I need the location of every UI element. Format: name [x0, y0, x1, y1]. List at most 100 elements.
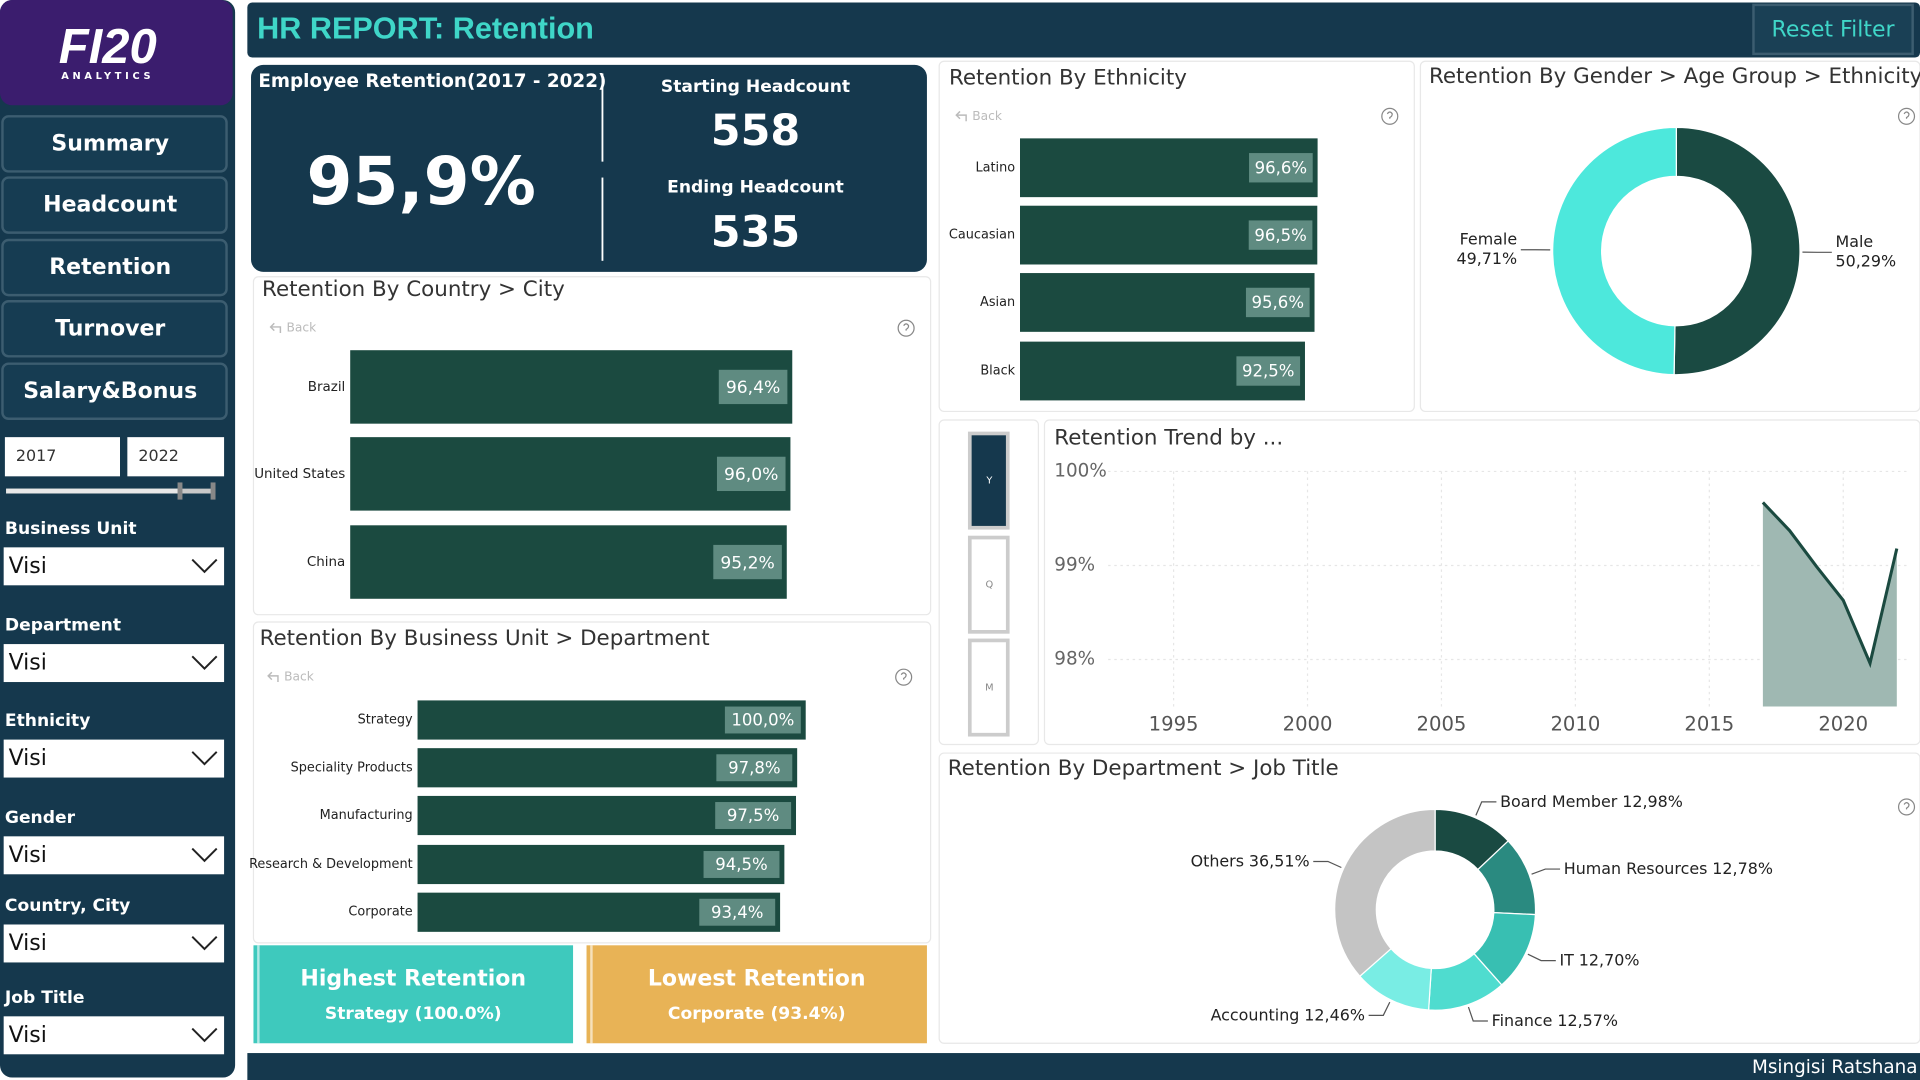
donut-slice: [1552, 126, 1677, 376]
chart-title: Retention By Ethnicity: [949, 65, 1187, 90]
nav-label: Headcount: [43, 193, 178, 218]
card-value: Strategy (100.0%): [325, 1004, 502, 1024]
filter-value: Visi: [9, 746, 47, 771]
period-label: M: [985, 683, 993, 694]
chart-title: Retention By Country > City: [262, 277, 565, 302]
help-glyph: [1386, 111, 1393, 119]
slice-name: Human Resources: [1564, 859, 1708, 878]
card-title: Highest Retention: [300, 967, 526, 992]
leader-line: [1527, 953, 1556, 962]
help-icon[interactable]: [1897, 798, 1916, 816]
area: [1762, 502, 1897, 707]
slider-handle[interactable]: [210, 482, 216, 500]
back-icon[interactable]: [269, 322, 282, 334]
value-label-box: [1236, 356, 1301, 386]
slice-value: 12,78%: [1712, 859, 1773, 878]
nav-label: Summary: [51, 131, 169, 156]
filter-dropdown[interactable]: [3, 739, 225, 778]
nav-button[interactable]: [1, 362, 228, 420]
value-label: 92,5%: [1242, 362, 1294, 381]
value-label-box: [713, 544, 782, 580]
end-value: 535: [711, 208, 800, 258]
panel: [1419, 60, 1920, 413]
help-icon[interactable]: [1381, 107, 1399, 125]
x-tick-label: 2000: [1283, 712, 1333, 735]
back-icon[interactable]: [267, 671, 279, 683]
year-input[interactable]: [127, 437, 225, 477]
nav-button[interactable]: [1, 238, 228, 297]
filter-value: Visi: [9, 931, 47, 956]
footer-text: Msingisi Ratshana: [1752, 1057, 1918, 1078]
chart-title: Retention By Department > Job Title: [948, 756, 1339, 781]
filter-dropdown[interactable]: [3, 836, 225, 875]
reset-button[interactable]: [1752, 3, 1914, 56]
end-label: Ending Headcount: [667, 177, 844, 197]
filter-label: Department: [5, 616, 121, 636]
slice-name: Others: [1191, 851, 1244, 870]
category-label: China: [307, 555, 345, 570]
back-icon[interactable]: [955, 110, 967, 122]
category-label: Strategy: [358, 713, 413, 728]
chevron: [191, 558, 218, 574]
y-tick-label: 98%: [1054, 649, 1095, 670]
x-tick-label: 2005: [1417, 712, 1467, 735]
filter-dropdown[interactable]: [3, 924, 225, 963]
value-label-box: [699, 898, 776, 926]
year-input[interactable]: [4, 437, 121, 477]
filter-dropdown[interactable]: [3, 547, 225, 586]
panel: [938, 752, 1920, 1044]
help-glyph: [900, 672, 907, 680]
help-icon[interactable]: [897, 319, 915, 337]
period-button[interactable]: [967, 431, 1010, 530]
slice-value: 50,29%: [1836, 252, 1897, 271]
value-label-box: [1249, 153, 1313, 183]
category-label: United States: [254, 467, 345, 482]
chart-title: Retention By Business Unit > Department: [260, 626, 710, 651]
y-tick-label: 99%: [1054, 554, 1095, 575]
value-label-box: [703, 851, 780, 878]
value-label: 95,2%: [720, 553, 774, 573]
help-glyph: [1903, 802, 1910, 810]
filter-value: Visi: [9, 554, 47, 579]
filter-label: Ethnicity: [5, 711, 91, 731]
bar: [350, 350, 793, 424]
slice-name: Finance: [1492, 1010, 1553, 1029]
slice-value: 49,71%: [1456, 249, 1517, 268]
slice-name: IT: [1559, 950, 1574, 969]
slice-value: 36,51%: [1249, 851, 1310, 870]
x-tick-label: 1995: [1149, 712, 1199, 735]
category-label: Caucasian: [949, 228, 1015, 243]
nav-button[interactable]: [1, 115, 228, 173]
slider-handle[interactable]: [177, 482, 183, 500]
slice-value: 12,57%: [1557, 1010, 1618, 1029]
help-icon[interactable]: [1897, 107, 1916, 125]
help-icon[interactable]: [895, 668, 913, 686]
slice-label: Finance 12,57%: [1492, 1010, 1618, 1029]
highlight-card: [586, 945, 927, 1044]
filter-dropdown[interactable]: [3, 644, 225, 683]
chevron: [191, 1027, 218, 1043]
category-label: Research & Development: [249, 857, 413, 872]
filter-dropdown[interactable]: [3, 1016, 225, 1055]
kpi-value: 95,9%: [307, 143, 536, 220]
filter-value: Visi: [9, 1023, 47, 1048]
value-label: 93,4%: [711, 903, 763, 922]
slice-label: Male: [1836, 232, 1874, 251]
period-button[interactable]: [967, 638, 1010, 737]
slice-value: 12,70%: [1579, 950, 1640, 969]
filter-value: Visi: [9, 843, 47, 868]
logo-sub: ANALYTICS: [61, 71, 154, 82]
start-label: Starting Headcount: [661, 77, 850, 97]
category-label: Corporate: [348, 905, 412, 920]
chevron: [191, 655, 218, 670]
nav-button[interactable]: [1, 176, 228, 234]
kpi-panel: [251, 64, 927, 272]
slice-label: Others 36,51%: [1191, 851, 1310, 870]
value-label: 94,5%: [715, 855, 767, 874]
period-button[interactable]: [967, 535, 1010, 634]
footer-bar: [247, 1053, 1920, 1080]
nav-button[interactable]: [1, 300, 228, 358]
nav-label: Retention: [49, 255, 171, 280]
slice-label: Accounting 12,46%: [1211, 1005, 1365, 1024]
